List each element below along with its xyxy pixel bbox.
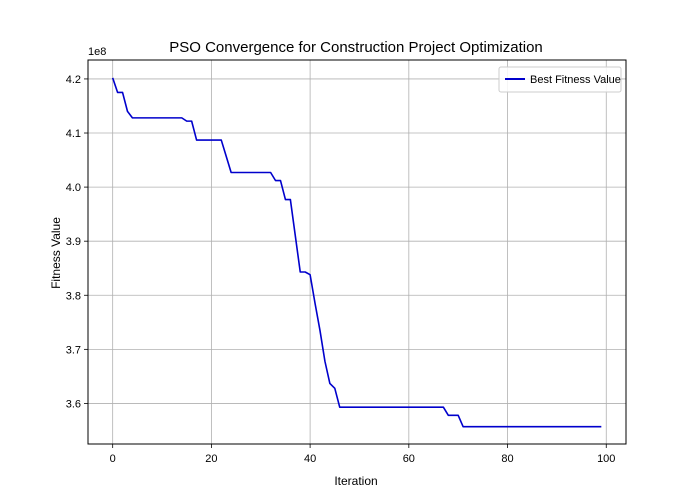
y-tick-label: 3.8 — [66, 290, 81, 302]
legend-box — [498, 66, 622, 93]
x-axis-label: Iteration — [334, 474, 377, 488]
x-tick-label: 60 — [403, 453, 415, 465]
series-line-0 — [111, 77, 602, 428]
y-offset-label: 1e8 — [88, 46, 106, 58]
x-tick-label: 0 — [110, 453, 116, 465]
legend-label: Best Fitness Value — [530, 74, 621, 86]
y-tick-label: 3.7 — [66, 344, 81, 356]
y-tick-label: 4.0 — [66, 182, 81, 194]
y-tick-label: 4.1 — [66, 128, 81, 140]
y-tick-label: 3.9 — [66, 236, 81, 248]
legend: Best Fitness Value — [498, 66, 622, 93]
y-axis-ticks: 3.6 3.7 3.8 3.9 4.0 4.1 4.2 — [66, 74, 88, 410]
x-tick-label: 100 — [597, 453, 615, 465]
y-axis-label: Fitness Value — [49, 217, 63, 289]
y-tick-label: 4.2 — [66, 74, 81, 86]
x-tick-label: 20 — [205, 453, 217, 465]
plot-frame — [87, 59, 627, 445]
chart-title: PSO Convergence for Construction Project… — [169, 39, 543, 56]
x-tick-label: 40 — [304, 453, 316, 465]
series-layer — [111, 77, 602, 428]
x-axis-ticks: 0 20 40 60 80 100 — [110, 444, 615, 465]
x-tick-label: 80 — [501, 453, 513, 465]
y-tick-label: 3.6 — [66, 398, 81, 410]
